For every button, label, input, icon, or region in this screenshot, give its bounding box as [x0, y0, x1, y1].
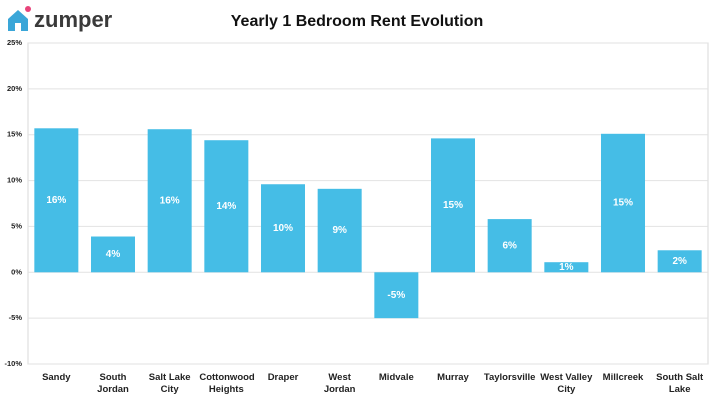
x-tick-label: South Salt Lake	[656, 372, 704, 395]
bar	[544, 262, 589, 273]
x-tick-label: Midvale	[378, 372, 414, 383]
x-tick-label: Cottonwood Heights	[199, 372, 255, 395]
bar	[91, 236, 135, 273]
bar	[374, 272, 419, 319]
y-tick-label: 5%	[11, 221, 22, 230]
value-label: 4%	[106, 249, 121, 260]
value-label: -5%	[387, 290, 405, 301]
logo-icon	[8, 6, 31, 31]
value-label: 6%	[502, 240, 517, 251]
y-tick-label: -10%	[4, 359, 22, 368]
x-tick-label: Draper	[267, 372, 299, 383]
y-tick-label: 15%	[7, 130, 22, 139]
y-tick-label: 25%	[7, 38, 22, 47]
value-label: 15%	[443, 200, 463, 211]
bar	[487, 219, 532, 273]
value-label: 1%	[559, 262, 574, 273]
y-tick-label: 10%	[7, 176, 22, 185]
bar	[657, 250, 702, 273]
x-tick-label: Taylorsville	[483, 372, 536, 383]
x-tick-label: West Valley City	[540, 372, 593, 395]
y-tick-label: -5%	[9, 313, 23, 322]
value-label: 10%	[273, 223, 293, 234]
value-label: 2%	[672, 256, 687, 267]
x-tick-label: Millcreek	[602, 372, 644, 383]
value-label: 14%	[216, 201, 236, 212]
x-tick-label: West Jordan	[323, 372, 356, 395]
x-tick-label: Salt Lake City	[148, 372, 191, 395]
y-tick-label: 20%	[7, 84, 22, 93]
x-tick-label: Murray	[437, 372, 469, 383]
value-label: 15%	[613, 198, 633, 209]
bar	[431, 138, 475, 273]
value-label: 16%	[160, 195, 180, 206]
value-label: 9%	[332, 225, 347, 236]
brand: zumper	[34, 7, 113, 32]
y-tick-label: 0%	[11, 267, 22, 276]
x-tick-label: South Jordan	[97, 372, 129, 395]
x-tick-label: Sandy	[42, 372, 71, 383]
bar	[317, 188, 362, 273]
bar	[261, 184, 305, 273]
bar	[204, 140, 249, 273]
value-label: 16%	[46, 195, 66, 206]
bar	[34, 128, 79, 273]
bar	[601, 133, 645, 273]
bar	[147, 129, 192, 273]
chart-title: Yearly 1 Bedroom Rent Evolution	[231, 13, 484, 30]
